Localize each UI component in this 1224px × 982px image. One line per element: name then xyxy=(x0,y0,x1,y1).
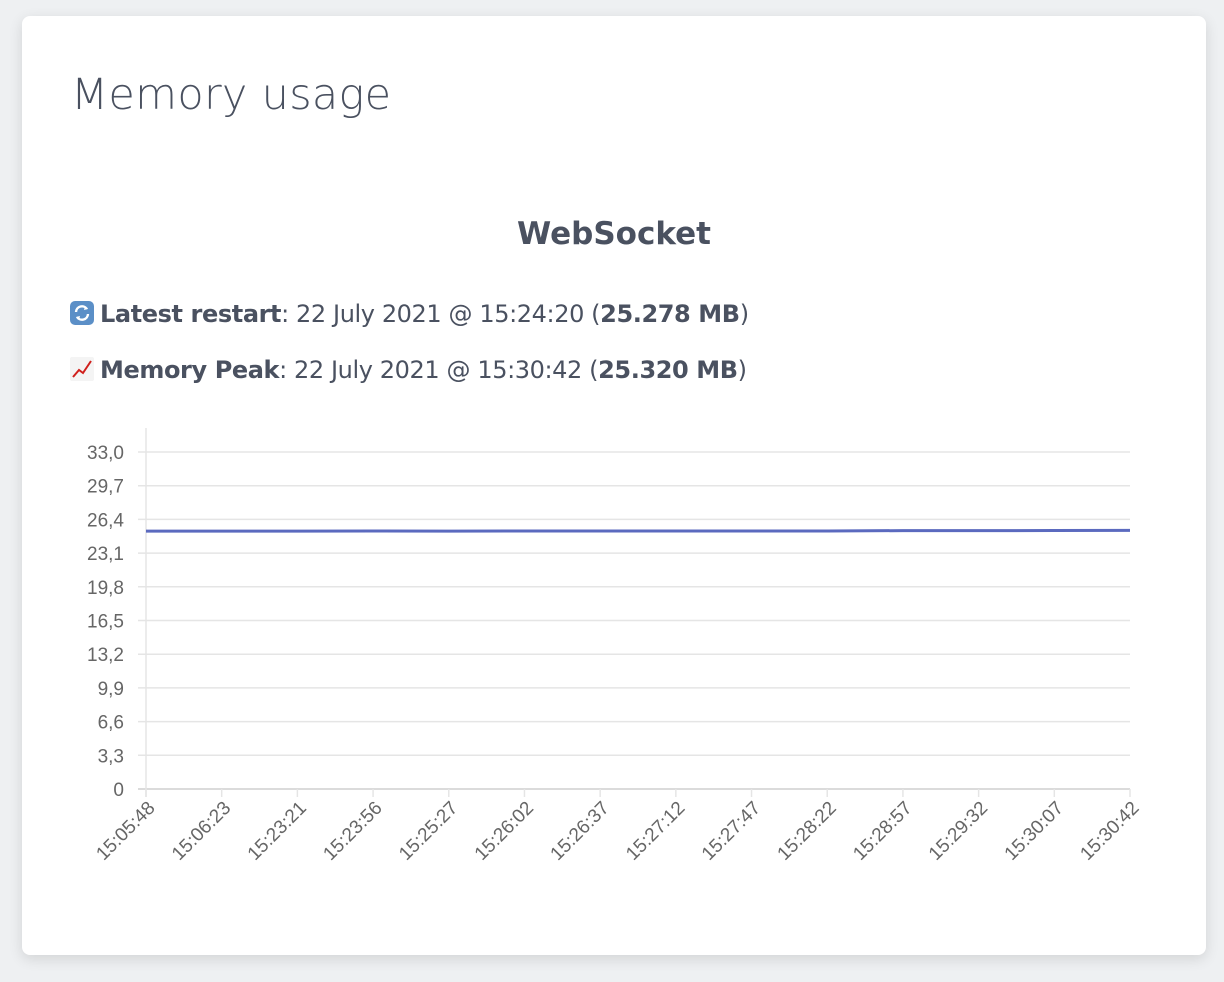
x-tick-label: 15:30:07 xyxy=(1001,798,1068,865)
paren-close: ) xyxy=(739,300,749,328)
latest-restart-date: : 22 July 2021 @ 15:24:20 ( xyxy=(281,300,601,328)
memory-series-line xyxy=(146,528,1131,533)
latest-restart-line: Latest restart: 22 July 2021 @ 15:24:20 … xyxy=(70,300,749,328)
x-tick-label: 15:23:21 xyxy=(244,798,311,865)
paren-close: ) xyxy=(737,356,747,384)
y-tick-label: 3,3 xyxy=(98,746,124,767)
x-tick-label: 15:26:37 xyxy=(547,798,614,865)
x-tick-label: 15:06:23 xyxy=(168,798,235,865)
x-tick-label: 15:29:32 xyxy=(925,798,992,865)
y-tick-label: 16,5 xyxy=(87,612,124,633)
refresh-icon xyxy=(70,301,94,325)
y-tick-label: 29,7 xyxy=(87,477,124,498)
memory-peak-value: 25.320 MB xyxy=(598,356,738,384)
y-tick-label: 33,0 xyxy=(87,443,124,464)
x-tick-label: 15:25:27 xyxy=(395,798,462,865)
chart-increasing-icon xyxy=(70,357,94,381)
y-tick-label: 6,6 xyxy=(98,713,124,734)
memory-peak-label: Memory Peak xyxy=(100,356,280,384)
y-tick-label: 26,4 xyxy=(87,510,124,531)
x-tick-label: 15:28:57 xyxy=(849,798,916,865)
y-tick-label: 0 xyxy=(113,780,124,801)
y-tick-label: 23,1 xyxy=(87,544,124,565)
x-tick-label: 15:27:12 xyxy=(622,798,689,865)
y-tick-label: 9,9 xyxy=(98,679,124,700)
x-tick-label: 15:28:22 xyxy=(774,798,841,865)
x-tick-label: 15:26:02 xyxy=(471,798,538,865)
y-tick-label: 13,2 xyxy=(87,645,124,666)
y-tick-label: 19,8 xyxy=(87,578,124,599)
x-tick-label: 15:30:42 xyxy=(1076,798,1143,865)
card-title: Memory usage xyxy=(71,70,392,120)
service-name: WebSocket xyxy=(517,216,711,252)
memory-peak-date: : 22 July 2021 @ 15:30:42 ( xyxy=(279,356,599,384)
memory-peak-line: Memory Peak: 22 July 2021 @ 15:30:42 (25… xyxy=(70,356,747,384)
latest-restart-label: Latest restart xyxy=(100,300,282,328)
latest-restart-value: 25.278 MB xyxy=(600,300,740,328)
x-tick-label: 15:05:48 xyxy=(92,798,159,865)
x-tick-label: 15:27:47 xyxy=(698,798,765,865)
x-tick-label: 15:23:56 xyxy=(319,798,386,865)
